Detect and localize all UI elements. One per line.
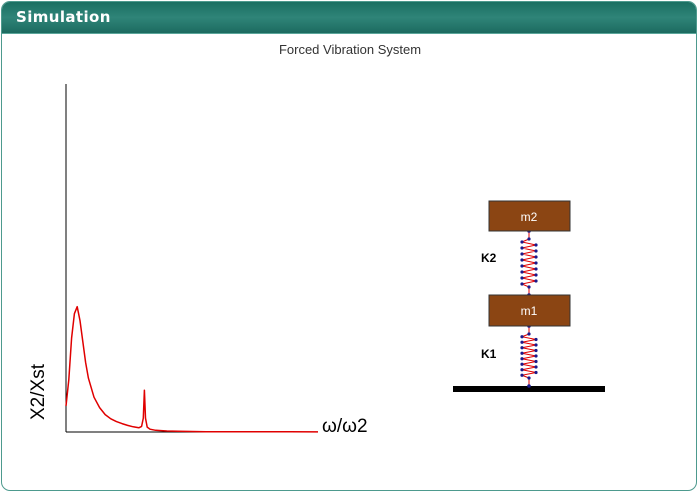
- spring-k2-node: [520, 258, 524, 262]
- spring-k1-node: [520, 368, 524, 372]
- y-axis-label: X2/Xst: [28, 363, 49, 420]
- mass-m1: [488, 294, 571, 327]
- spring-k2-node: [520, 282, 524, 286]
- panel-header: Simulation: [2, 2, 696, 34]
- spring-k2-node: [527, 285, 531, 289]
- spring-k1-node: [534, 359, 538, 364]
- simulation-title: Forced Vibration System: [278, 42, 422, 57]
- spring-k1-node: [527, 332, 531, 336]
- spring-k2-label: K2: [481, 251, 497, 265]
- spring-k1-node: [520, 373, 524, 377]
- spring-k1-node: [534, 348, 538, 353]
- response-curve-0: [65, 305, 319, 433]
- spring-k2-node: [520, 246, 524, 250]
- spring-k1-end-node: [527, 384, 531, 388]
- spring-k1-node: [520, 362, 524, 366]
- spring-k2-node: [534, 273, 538, 277]
- spring-k2-node: [534, 261, 538, 265]
- spring-k2-node: [520, 240, 524, 244]
- spring-k2-node: [520, 270, 524, 274]
- spring-k1-node: [520, 351, 524, 355]
- panel-title: Simulation: [16, 8, 111, 26]
- spring-k2: [520, 229, 538, 297]
- spring-k2-node: [534, 249, 538, 253]
- spring-k1-node: [534, 370, 538, 375]
- spring-k1-label: K1: [481, 347, 497, 361]
- spring-k1-node: [534, 343, 538, 347]
- spring-k2-node: [534, 279, 538, 283]
- spring-k1-node: [534, 365, 538, 369]
- mass-m2-label: m2: [521, 210, 538, 224]
- spring-k1-node: [534, 354, 538, 358]
- spring-k1-node: [527, 376, 531, 380]
- spring-k1-node: [520, 346, 524, 350]
- spring-k1-coil: [520, 333, 537, 379]
- mass-spring-diagram: m1 m2 K2 K1: [453, 200, 605, 392]
- spring-k1-node: [520, 357, 524, 361]
- x-axis-label: ω/ω2: [322, 416, 368, 437]
- spring-k2-node: [534, 255, 538, 259]
- spring-k2-coil: [520, 238, 537, 288]
- ground-bar: [453, 386, 605, 392]
- spring-k2-node: [534, 243, 538, 247]
- spring-k2-node: [520, 252, 524, 256]
- spring-k1: [520, 324, 538, 388]
- spring-k2-node: [534, 267, 538, 271]
- spring-k1-node: [534, 337, 538, 342]
- mass-m1-label: m1: [521, 304, 538, 318]
- spring-k1-node: [520, 335, 524, 339]
- spring-k2-node: [520, 276, 524, 280]
- spring-k1-node: [520, 340, 524, 344]
- chart-series-layer: [65, 305, 319, 433]
- spring-k2-node: [520, 264, 524, 268]
- spring-k2-node: [527, 237, 531, 241]
- mass-m2: [488, 200, 571, 232]
